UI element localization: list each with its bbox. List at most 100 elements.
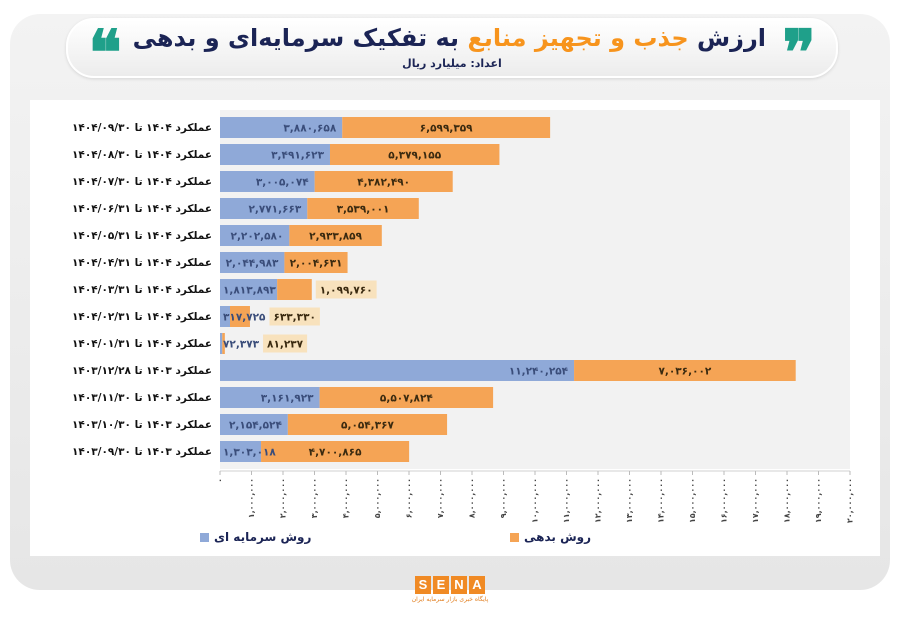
data-label-equity: ۲,۱۵۴,۵۲۴ <box>229 420 282 432</box>
chart-card: ۳,۸۸۰,۶۵۸ ۶,۵۹۹,۳۵۹ ۳,۴۹۱,۶۲۳ ۵,۳۷۹,۱۵۵ ۳,۰۰… <box>30 100 880 556</box>
unit-subtitle: اعداد: میلیارد ریال <box>402 57 502 70</box>
bar-debt <box>222 333 225 354</box>
x-tick-label: ۲۰,۰۰۰,۰۰۰ <box>846 478 855 523</box>
quote-open-icon: ❝ <box>88 16 122 89</box>
x-tick-label: ۱۱,۰۰۰,۰۰۰ <box>562 478 571 523</box>
data-label-equity: ۲,۷۷۱,۶۶۳ <box>248 204 301 216</box>
bar-debt <box>342 117 551 138</box>
category-label: عملکرد ۱۴۰۴ تا ۱۴۰۴/۰۴/۳۱ <box>72 256 212 269</box>
bar-equity <box>220 144 330 165</box>
x-tick-label: ۹,۰۰۰,۰۰۰ <box>499 478 508 518</box>
data-label-debt: ۸۱,۲۳۷ <box>267 339 304 351</box>
bar-debt <box>284 252 348 273</box>
data-label-equity: ۷۲,۳۷۳ <box>223 339 260 351</box>
bar-debt <box>277 279 312 300</box>
data-label-debt: ۲,۰۰۴,۶۳۱ <box>290 258 343 270</box>
legend-label-debt: روش بدهی <box>524 530 592 544</box>
bar-debt <box>329 144 500 165</box>
bar-equity <box>220 225 290 246</box>
data-label-debt: ۶,۵۹۹,۳۵۹ <box>420 123 473 135</box>
data-label-equity: ۳,۰۰۵,۰۷۴ <box>256 177 309 189</box>
bar-equity <box>220 198 308 219</box>
x-tick-label: ۱۳,۰۰۰,۰۰۰ <box>625 478 634 523</box>
category-label: عملکرد ۱۴۰۴ تا ۱۴۰۴/۰۱/۳۱ <box>72 337 212 350</box>
category-label: عملکرد ۱۴۰۴ تا ۱۴۰۴/۰۲/۳۱ <box>72 310 212 323</box>
data-label-debt-box <box>315 280 377 299</box>
data-label-debt-box <box>263 334 308 353</box>
category-label: عملکرد ۱۴۰۴ تا ۱۴۰۴/۰۸/۳۰ <box>72 148 212 161</box>
logo-tagline: پایگاه خبری بازار سرمایه ایران <box>411 596 489 603</box>
bar-chart: ۳,۸۸۰,۶۵۸ ۶,۵۹۹,۳۵۹ ۳,۴۹۱,۶۲۳ ۵,۳۷۹,۱۵۵ ۳,۰۰… <box>216 110 855 523</box>
data-label-equity: ۱,۳۰۳,۰۱۸ <box>223 447 276 459</box>
x-tick-label: ۱۲,۰۰۰,۰۰۰ <box>594 478 603 523</box>
legend-item-equity: روش سرمایه ای <box>200 530 311 544</box>
data-label-equity: ۱,۸۱۳,۸۹۳ <box>223 285 276 297</box>
bar-equity <box>220 414 288 435</box>
x-tick-label: ۰ <box>216 478 225 483</box>
x-tick-label: ۱,۰۰۰,۰۰۰ <box>247 478 256 518</box>
bar-equity <box>220 360 575 381</box>
data-label-debt: ۶۳۳,۳۳۰ <box>273 312 315 324</box>
x-tick-label: ۷,۰۰۰,۰۰۰ <box>436 478 445 518</box>
data-label-debt: ۳,۵۳۹,۰۰۱ <box>337 204 390 216</box>
data-label-debt: ۵,۳۷۹,۱۵۵ <box>388 150 441 162</box>
data-label-debt: ۴,۳۸۲,۴۹۰ <box>357 177 410 189</box>
data-label-debt: ۷,۰۳۶,۰۰۲ <box>658 366 711 378</box>
category-label: عملکرد ۱۴۰۴ تا ۱۴۰۴/۰۳/۳۱ <box>72 283 212 296</box>
bar-debt <box>287 414 448 435</box>
x-tick-label: ۱۷,۰۰۰,۰۰۰ <box>751 478 760 523</box>
bar-equity <box>220 441 262 462</box>
bar-debt <box>314 171 453 192</box>
legend-swatch-equity <box>200 532 209 542</box>
bar-debt <box>307 198 419 219</box>
data-label-equity: ۳,۱۶۱,۹۲۳ <box>261 393 314 405</box>
x-tick-label: ۲,۰۰۰,۰۰۰ <box>279 478 288 518</box>
bar-equity <box>220 279 278 300</box>
data-label-debt: ۵,۰۵۴,۳۶۷ <box>341 420 394 432</box>
x-tick-label: ۱۶,۰۰۰,۰۰۰ <box>720 478 729 523</box>
data-label-debt: ۲,۹۳۳,۸۵۹ <box>309 231 362 243</box>
x-tick-label: ۱۵,۰۰۰,۰۰۰ <box>688 478 697 523</box>
logo-letter: S <box>415 576 431 594</box>
x-tick-label: ۳,۰۰۰,۰۰۰ <box>310 478 319 518</box>
x-tick-label: ۱۴,۰۰۰,۰۰۰ <box>657 478 666 523</box>
data-label-debt: ۱,۰۹۹,۷۶۰ <box>320 285 373 297</box>
data-label-equity: ۲,۲۰۲,۵۸۰ <box>231 231 284 243</box>
category-label: عملکرد ۱۴۰۴ تا ۱۴۰۴/۰۷/۳۰ <box>72 175 212 188</box>
bar-equity <box>220 252 285 273</box>
data-label-debt: ۴,۷۰۰,۸۶۵ <box>309 447 362 459</box>
category-label: عملکرد ۱۴۰۴ تا ۱۴۰۴/۰۵/۳۱ <box>72 229 212 242</box>
data-label-equity: ۳,۴۹۱,۶۲۳ <box>271 150 324 162</box>
bar-equity <box>220 333 223 354</box>
category-label: عملکرد ۱۴۰۴ تا ۱۴۰۴/۰۹/۳۰ <box>72 121 212 134</box>
data-label-debt: ۵,۵۰۷,۸۲۴ <box>380 393 433 405</box>
x-tick-label: ۶,۰۰۰,۰۰۰ <box>405 478 414 518</box>
x-tick-label: ۸,۰۰۰,۰۰۰ <box>468 478 477 518</box>
x-tick-label: ۵,۰۰۰,۰۰۰ <box>373 478 382 518</box>
x-tick-label: ۱۰,۰۰۰,۰۰۰ <box>531 478 540 523</box>
x-tick-label: ۱۸,۰۰۰,۰۰۰ <box>783 478 792 523</box>
bar-equity <box>220 171 315 192</box>
bar-debt <box>289 225 382 246</box>
x-tick-label: ۴,۰۰۰,۰۰۰ <box>342 478 351 518</box>
logo-letter: N <box>451 576 467 594</box>
bar-equity <box>220 306 231 327</box>
bar-debt <box>261 441 410 462</box>
data-label-equity: ۱۱,۲۴۰,۲۵۴ <box>509 366 569 378</box>
data-label-debt-box <box>269 307 320 326</box>
category-label: عملکرد ۱۴۰۳ تا ۱۴۰۳/۰۹/۳۰ <box>72 445 212 458</box>
logo-letter: E <box>433 576 449 594</box>
logo-letter: A <box>469 576 485 594</box>
title-part-1: ارزش <box>697 24 766 52</box>
sena-logo: S E N A پایگاه خبری بازار سرمایه ایران <box>404 576 496 603</box>
category-label: عملکرد ۱۴۰۳ تا ۱۴۰۳/۱۱/۳۰ <box>72 391 212 404</box>
legend-swatch-debt <box>510 532 519 542</box>
title-part-2: به تفکیک سرمایه‌ای و بدهی <box>132 24 460 52</box>
quote-close-icon: ❞ <box>782 16 816 89</box>
bar-debt <box>319 387 494 408</box>
legend-item-debt: روش بدهی <box>510 530 591 544</box>
bar-equity <box>220 117 343 138</box>
category-label: عملکرد ۱۴۰۳ تا ۱۴۰۳/۱۲/۲۸ <box>72 364 212 377</box>
x-tick-label: ۱۹,۰۰۰,۰۰۰ <box>814 478 823 523</box>
legend-label-equity: روش سرمایه ای <box>214 530 312 544</box>
